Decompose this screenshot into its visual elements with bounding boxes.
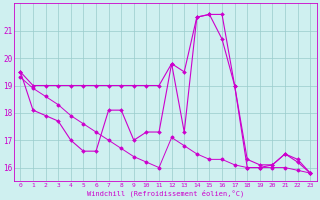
X-axis label: Windchill (Refroidissement éolien,°C): Windchill (Refroidissement éolien,°C): [87, 189, 244, 197]
